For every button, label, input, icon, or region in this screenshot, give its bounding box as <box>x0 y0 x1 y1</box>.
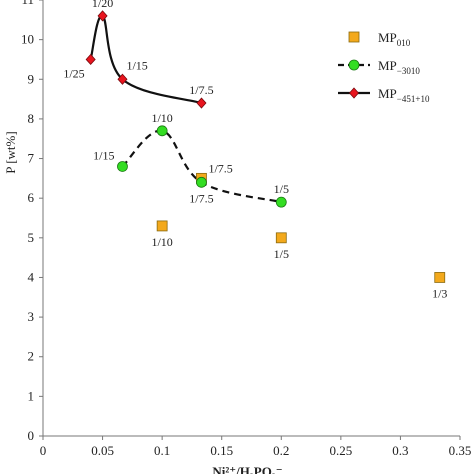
point-label: 1/25 <box>63 66 84 80</box>
data-point <box>196 176 207 188</box>
y-tick-label: 0 <box>28 428 35 443</box>
point-label: 1/5 <box>274 247 289 261</box>
y-tick-label: 2 <box>28 349 35 364</box>
legend-label: MP−451+10 <box>378 86 430 104</box>
x-tick-label: 0.1 <box>154 443 170 458</box>
point-label: 1/15 <box>126 58 147 72</box>
y-tick-label: 10 <box>21 32 34 47</box>
y-axis-title: P [wt%] <box>3 131 18 174</box>
point-label: 1/7.5 <box>208 161 232 175</box>
series-line-2 <box>121 129 282 204</box>
series-line-3 <box>89 14 202 105</box>
data-point <box>196 97 207 109</box>
x-tick-label: 0.25 <box>329 443 352 458</box>
legend-label: MP−3010 <box>378 58 420 76</box>
x-tick-label: 0.35 <box>449 443 472 458</box>
y-tick-label: 9 <box>28 71 35 86</box>
data-marks <box>85 10 446 283</box>
x-axis-title: Ni²⁺/H₂PO₂⁻ <box>212 464 282 474</box>
axes: 0 1 2 3 4 5 6 7 8 9 10 11 0 0.05 0.1 0.15 0.2 0.25 0.3 0.35… <box>3 0 471 474</box>
legend-marker <box>348 31 360 43</box>
data-point <box>275 232 287 244</box>
point-label: 1/3 <box>432 286 447 300</box>
data-point <box>275 196 287 208</box>
y-tick-label: 1 <box>28 388 35 403</box>
point-label: 1/10 <box>151 235 172 249</box>
x-tick-label: 0.2 <box>273 443 289 458</box>
legend-marker <box>348 59 360 71</box>
y-tick-label: 7 <box>28 151 35 166</box>
x-tick-label: 0.05 <box>91 443 114 458</box>
data-point <box>97 10 108 22</box>
point-label: 1/7.5 <box>189 83 213 97</box>
data-labels: 1/10 1/7.5 1/5 1/3 1/15 1/10 1/7.5 1/5 1/25 1/20 1… <box>63 0 447 300</box>
data-point <box>85 53 96 66</box>
point-label: 1/20 <box>92 0 113 10</box>
point-label: 1/5 <box>274 182 289 196</box>
data-point <box>117 73 128 85</box>
legend-marker <box>348 87 360 99</box>
data-point <box>117 161 128 172</box>
x-tick-label: 0.3 <box>392 443 408 458</box>
data-point <box>156 220 168 232</box>
y-tick-label: 6 <box>28 190 35 205</box>
x-tick-label: 0 <box>40 443 47 458</box>
legend: MP010 MP−3010 MP−451+10 <box>338 30 430 104</box>
y-tick-label: 3 <box>28 309 35 324</box>
y-tick-label: 4 <box>28 269 35 284</box>
y-tick-label: 8 <box>28 111 35 126</box>
data-point <box>156 125 168 137</box>
point-label: 1/7.5 <box>189 191 213 205</box>
legend-label: MP010 <box>378 30 411 48</box>
data-point <box>434 272 446 283</box>
point-label: 1/10 <box>151 111 172 125</box>
y-tick-label: 11 <box>21 0 34 7</box>
series-curves <box>89 14 282 204</box>
x-tick-label: 0.15 <box>210 443 233 458</box>
point-label: 1/15 <box>93 148 114 162</box>
y-tick-label: 5 <box>28 230 35 245</box>
